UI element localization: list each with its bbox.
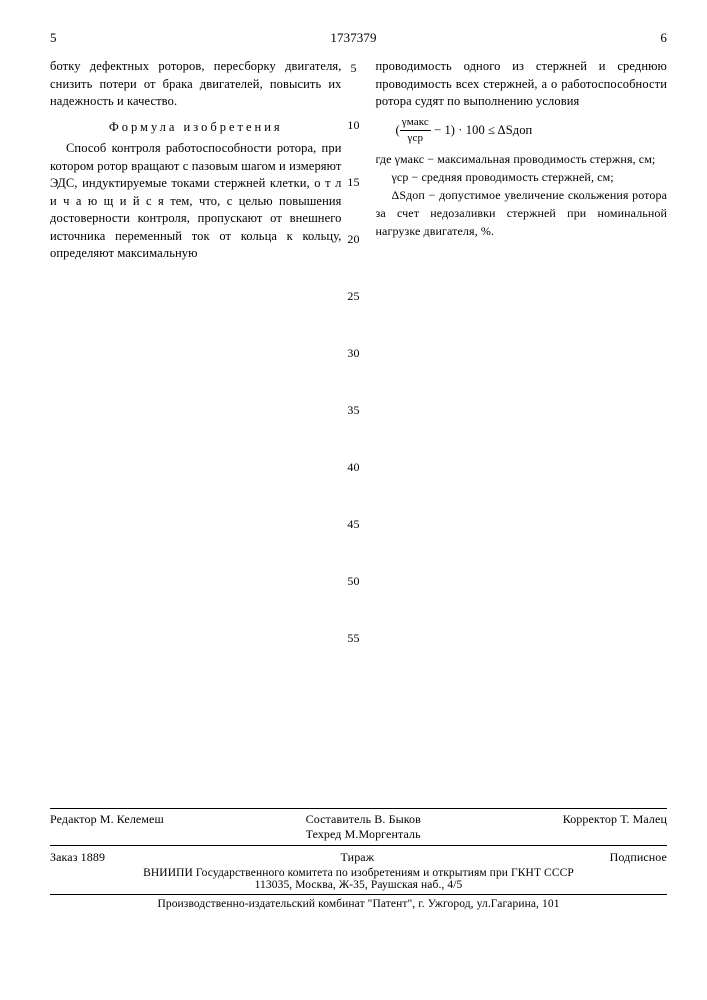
line-numbers: 5 10 15 20 25 30 35 40 45 50 55 <box>344 62 364 689</box>
org-line1: ВНИИПИ Государственного комитета по изоб… <box>50 867 667 879</box>
formula: ( γмакс γср − 1) · 100 ≤ ΔSдоп <box>376 115 668 147</box>
divider <box>50 845 667 846</box>
editor: Редактор М. Келемеш <box>50 812 164 842</box>
org-line2: 113035, Москва, Ж-35, Раушская наб., 4/5 <box>50 879 667 891</box>
frac-den: γср <box>400 131 431 146</box>
subscribe: Подписное <box>610 850 667 865</box>
col-num-right: 6 <box>660 30 667 46</box>
where-2: γср − средняя проводимость стержней, см; <box>376 168 668 186</box>
line-num: 55 <box>344 632 364 644</box>
line-num: 45 <box>344 518 364 530</box>
formula-rest: − 1) · 100 ≤ ΔSдоп <box>431 122 533 136</box>
divider <box>50 894 667 895</box>
line-num: 30 <box>344 347 364 359</box>
line-num: 5 <box>344 62 364 74</box>
col-num-left: 5 <box>50 30 57 46</box>
compiler: Составитель В. Быков <box>306 812 421 827</box>
order: Заказ 1889 <box>50 850 105 865</box>
frac-num: γмакс <box>400 115 431 131</box>
right-body: проводимость одного из стержней и средню… <box>376 58 668 111</box>
claim-body: Способ контроля работоспособности ротора… <box>50 140 342 263</box>
printer-line: Производственно-издательский комбинат "П… <box>50 898 667 910</box>
line-num: 10 <box>344 119 364 131</box>
where-3: ΔSдоп − допустимое увеличение скольжения… <box>376 186 668 240</box>
claim-title: Формула изобретения <box>50 119 342 137</box>
patent-number: 1737379 <box>330 30 376 46</box>
where-1: где γмакс − максимальная проводимость ст… <box>376 150 668 168</box>
corrector: Корректор Т. Малец <box>563 812 667 842</box>
techred: Техред М.Моргенталь <box>306 827 421 842</box>
intro-text: ботку дефектных роторов, пересборку двиг… <box>50 58 342 111</box>
line-num: 50 <box>344 575 364 587</box>
line-num: 15 <box>344 176 364 188</box>
line-num: 40 <box>344 461 364 473</box>
line-num: 25 <box>344 290 364 302</box>
line-num: 20 <box>344 233 364 245</box>
tirazh: Тираж <box>341 850 375 865</box>
divider <box>50 808 667 809</box>
line-num: 35 <box>344 404 364 416</box>
